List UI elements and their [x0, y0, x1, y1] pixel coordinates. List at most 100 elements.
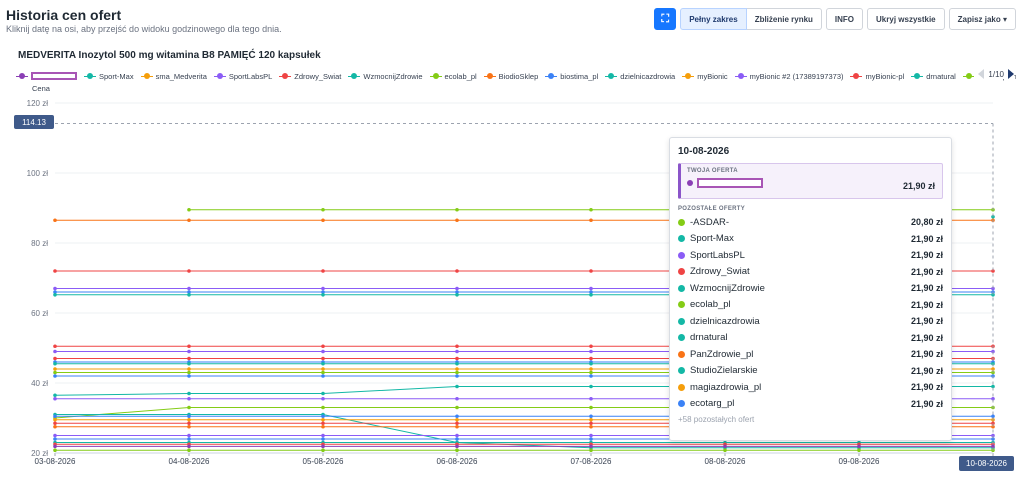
full-range-button[interactable]: Pełny zakres: [680, 8, 747, 30]
data-point: [53, 424, 57, 429]
data-point: [455, 417, 459, 422]
other-offers-list: -ASDAR- 20,80 zł Sport-Max 21,90 zł SportLab…: [678, 214, 943, 412]
crosshair-value-label: 114.13: [14, 115, 54, 129]
data-point: [991, 414, 995, 419]
offer-row: ecolab_pl 21,90 zł: [678, 297, 943, 314]
data-point: [723, 444, 727, 449]
legend-item[interactable]: biostima_pl: [545, 72, 598, 81]
data-point: [53, 370, 57, 375]
data-point: [589, 356, 593, 361]
legend-item[interactable]: [16, 72, 77, 80]
offer-row: SportLabsPL 21,90 zł: [678, 247, 943, 264]
data-point: [991, 214, 995, 219]
offer-dot: [678, 334, 685, 342]
data-point: [589, 448, 593, 453]
offer-dot: [678, 350, 685, 358]
offer-row: Sport-Max 21,90 zł: [678, 231, 943, 248]
legend-label: BiodioSklep: [498, 71, 539, 81]
data-point: [321, 370, 325, 375]
legend-label: ecolab_pl: [444, 71, 477, 81]
offer-dot: [678, 383, 685, 391]
offer-dot: [678, 251, 685, 259]
data-point: [589, 290, 593, 294]
data-point: [53, 290, 57, 294]
data-point: [455, 367, 459, 371]
offer-dot: [678, 301, 685, 309]
legend-marker-icon: [850, 72, 863, 80]
legend-item[interactable]: dzielnicazdrowia: [605, 72, 675, 81]
save-as-button[interactable]: Zapisz jako ▾: [948, 8, 1016, 30]
data-point: [53, 218, 57, 223]
x-tick-label: 05-08-2026: [303, 457, 344, 466]
data-point: [723, 448, 727, 453]
legend-marker-icon: [483, 72, 496, 80]
your-offer-dot: [687, 180, 693, 186]
data-point: [991, 367, 995, 371]
range-toggle: Pełny zakres Zbliżenie rynku: [680, 8, 822, 30]
legend-label: biostima_pl: [560, 71, 599, 81]
offer-dot: [678, 268, 685, 276]
legend-item[interactable]: Zdrowy_Swiat: [279, 72, 341, 81]
offer-seller-name: WzmocnijZdrowie: [690, 282, 765, 294]
legend-label: Zdrowy_Swiat: [294, 71, 342, 81]
data-point: [187, 207, 191, 212]
legend-item[interactable]: drnatural: [911, 72, 956, 81]
legend-item[interactable]: myBionic-pl: [850, 72, 904, 81]
data-point: [53, 414, 57, 419]
legend-item[interactable]: SportLabsPL: [213, 72, 272, 81]
data-point: [321, 391, 325, 396]
y-tick-label: 20 zł: [31, 449, 48, 458]
legend-marker-icon: [213, 72, 226, 80]
data-point: [53, 433, 57, 438]
your-offer-price: 21,90 zł: [902, 181, 935, 191]
legend-item[interactable]: myBionic: [682, 72, 728, 81]
offer-row: Zdrowy_Swiat 21,90 zł: [678, 264, 943, 281]
data-point: [321, 218, 325, 223]
data-point: [53, 396, 57, 401]
data-point: [455, 384, 459, 389]
data-point: [455, 424, 459, 429]
offer-dot: [678, 218, 685, 226]
crosshair-date-label[interactable]: 10-08-2026: [959, 456, 1014, 471]
chart-title: MEDVERITA Inozytol 500 mg witamina B8 PA…: [18, 50, 321, 61]
data-point: [589, 433, 593, 438]
data-point: [589, 361, 593, 366]
data-point: [455, 207, 459, 212]
offer-price: 21,90 zł: [910, 250, 943, 261]
prev-page-icon[interactable]: [978, 69, 985, 79]
legend-label: sma_Medverita: [155, 71, 207, 81]
legend-item[interactable]: BiodioSklep: [483, 71, 539, 81]
data-point: [53, 344, 57, 349]
data-point: [589, 444, 593, 449]
offer-row: PanZdrowie_pl 21,90 zł: [678, 346, 943, 363]
data-point: [321, 286, 325, 291]
data-point: [321, 417, 325, 422]
data-point: [455, 286, 459, 291]
market-zoom-button[interactable]: Zbliżenie rynku: [746, 8, 822, 30]
offer-seller-name: Zdrowy_Swiat: [690, 266, 750, 278]
offer-row: dzielnicazdrowia 21,90 zł: [678, 313, 943, 330]
data-point: [455, 293, 459, 297]
info-button[interactable]: INFO: [825, 8, 864, 30]
offer-row: WzmocnijZdrowie 21,90 zł: [678, 280, 943, 297]
next-page-icon[interactable]: [1008, 69, 1014, 79]
data-point: [321, 421, 325, 426]
data-point: [53, 421, 57, 426]
legend-item[interactable]: Sport-Max: [84, 72, 134, 81]
data-point: [187, 218, 191, 223]
legend-item[interactable]: ecolab_pl: [429, 71, 477, 81]
data-point: [589, 207, 593, 212]
data-point: [455, 290, 459, 294]
data-point: [187, 367, 191, 371]
legend-item[interactable]: myBionic #2 (17389197373): [734, 72, 843, 81]
data-point: [589, 384, 593, 389]
data-point: [589, 370, 593, 375]
fullscreen-button[interactable]: ⛶: [654, 8, 677, 30]
legend-item[interactable]: sma_Medverita: [140, 71, 207, 81]
page-subtitle: Kliknij datę na osi, aby przejść do wido…: [6, 24, 282, 34]
legend-item[interactable]: WzmocnijZdrowie: [348, 72, 423, 81]
hide-all-button[interactable]: Ukryj wszystkie: [867, 8, 945, 30]
chart-legend: Sport-Max sma_Medverita SportLabsPL Zdrowy_…: [16, 69, 1016, 83]
data-point: [991, 433, 995, 438]
data-point: [53, 444, 57, 449]
